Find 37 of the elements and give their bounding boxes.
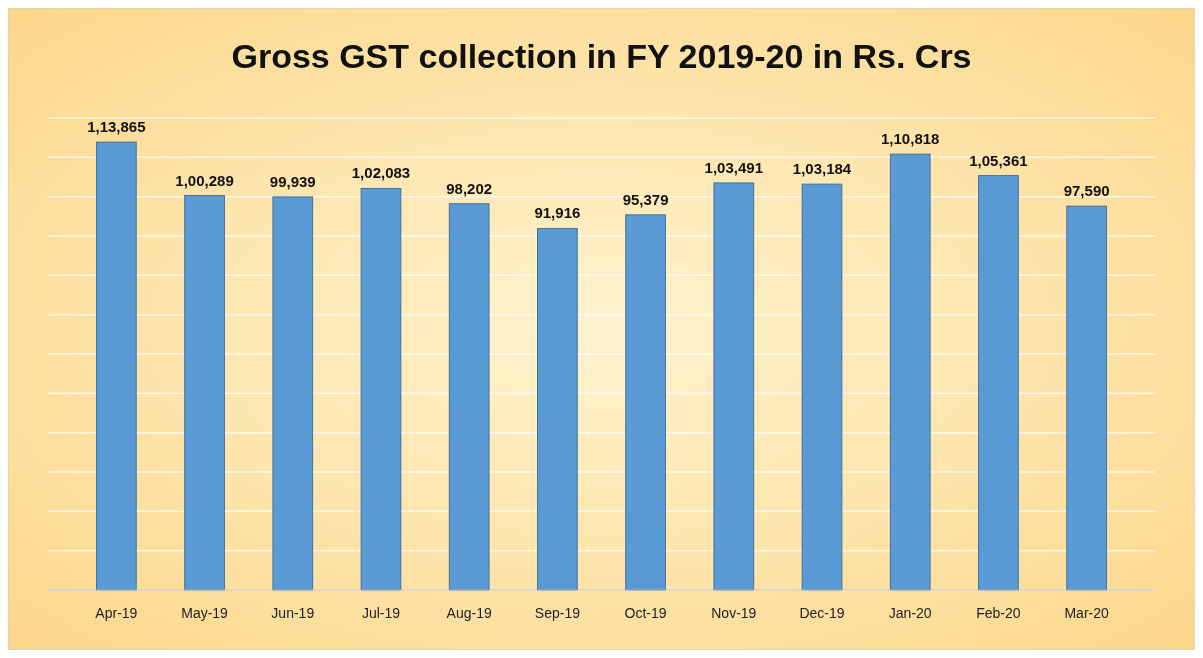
x-tick-label: Mar-20	[1064, 605, 1110, 621]
x-tick-label: Nov-19	[711, 605, 757, 621]
chart-title: Gross GST collection in FY 2019-20 in Rs. Crs	[231, 37, 972, 75]
bar	[889, 153, 931, 591]
bar	[625, 214, 666, 591]
x-tick-label: Apr-19	[95, 605, 138, 621]
x-tick-label: Dec-19	[799, 605, 845, 621]
data-label: 1,03,491	[704, 158, 764, 176]
x-tick-label: Jun-19	[271, 605, 315, 621]
x-tick-label: Sep-19	[534, 605, 581, 621]
data-label: 95,379	[622, 190, 669, 208]
bar	[184, 195, 225, 591]
bar	[272, 196, 314, 591]
x-tick-label: Oct-19	[624, 605, 667, 621]
data-label: 1,03,184	[792, 160, 852, 178]
x-tick-label: Aug-19	[446, 605, 492, 621]
bar	[801, 183, 843, 591]
data-label: 98,202	[446, 179, 493, 197]
data-label: 91,916	[534, 204, 581, 222]
x-tick-label: Feb-20	[976, 605, 1021, 621]
data-label: 99,939	[269, 172, 316, 190]
data-label: 1,00,289	[175, 171, 234, 189]
x-tick-label: Jan-20	[888, 605, 932, 621]
data-label: 97,590	[1063, 182, 1110, 200]
bar	[537, 227, 578, 591]
bar	[96, 141, 137, 591]
data-label: 1,10,818	[881, 130, 940, 148]
x-tick-label: May-19	[181, 605, 229, 621]
data-label: 1,02,083	[351, 164, 411, 182]
x-tick-label: Jul-19	[361, 605, 401, 621]
bar	[448, 203, 490, 591]
bar	[978, 175, 1019, 591]
bar	[713, 182, 755, 591]
data-label: 1,13,865	[87, 118, 146, 136]
data-label: 1,05,361	[969, 151, 1028, 169]
bar	[360, 187, 402, 591]
bar	[1066, 205, 1107, 591]
